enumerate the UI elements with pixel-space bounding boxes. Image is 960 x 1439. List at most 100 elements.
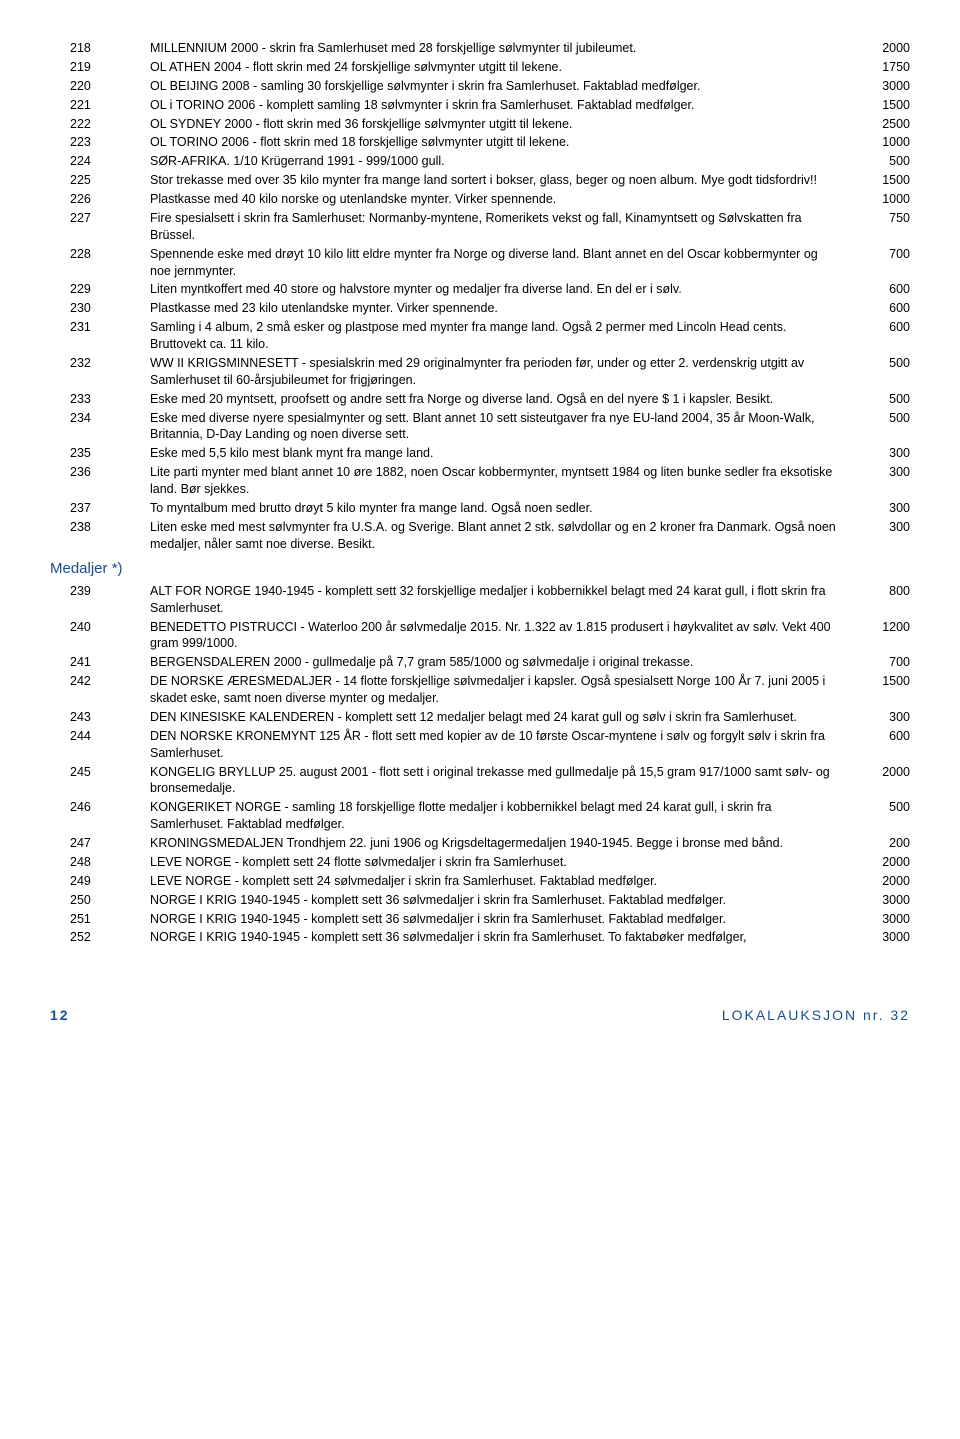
lot-description: SØR-AFRIKA. 1/10 Krügerrand 1991 - 999/1…: [150, 153, 850, 170]
lot-description: Spennende eske med drøyt 10 kilo litt el…: [150, 246, 850, 280]
lot-description: DEN KINESISKE KALENDEREN - komplett sett…: [150, 709, 850, 726]
lot-row: 248LEVE NORGE - komplett sett 24 flotte …: [50, 854, 910, 871]
lot-price: 600: [850, 319, 910, 353]
lot-description: BENEDETTO PISTRUCCI - Waterloo 200 år sø…: [150, 619, 850, 653]
lot-description: Eske med 20 myntsett, proofsett og andre…: [150, 391, 850, 408]
lot-price: 800: [850, 583, 910, 617]
lot-number: 219: [50, 59, 150, 76]
lot-row: 224SØR-AFRIKA. 1/10 Krügerrand 1991 - 99…: [50, 153, 910, 170]
lot-description: Eske med 5,5 kilo mest blank mynt fra ma…: [150, 445, 850, 462]
lot-row: 232WW II KRIGSMINNESETT - spesialskrin m…: [50, 355, 910, 389]
lot-number: 243: [50, 709, 150, 726]
lot-price: 300: [850, 445, 910, 462]
lot-row: 247KRONINGSMEDALJEN Trondhjem 22. juni 1…: [50, 835, 910, 852]
lot-row: 251NORGE I KRIG 1940-1945 - komplett set…: [50, 911, 910, 928]
lot-description: Samling i 4 album, 2 små esker og plastp…: [150, 319, 850, 353]
lot-price: 500: [850, 799, 910, 833]
lot-price: 2500: [850, 116, 910, 133]
lot-row: 239ALT FOR NORGE 1940-1945 - komplett se…: [50, 583, 910, 617]
lot-number: 228: [50, 246, 150, 280]
lot-row: 249LEVE NORGE - komplett sett 24 sølvmed…: [50, 873, 910, 890]
lot-price: 1000: [850, 134, 910, 151]
lot-number: 231: [50, 319, 150, 353]
lot-number: 226: [50, 191, 150, 208]
lot-price: 3000: [850, 929, 910, 946]
lot-row: 218MILLENNIUM 2000 - skrin fra Samlerhus…: [50, 40, 910, 57]
lot-price: 500: [850, 153, 910, 170]
lot-price: 300: [850, 500, 910, 517]
lot-price: 1000: [850, 191, 910, 208]
section-header: Medaljer *): [50, 559, 910, 579]
lot-row: 242DE NORSKE ÆRESMEDALJER - 14 flotte fo…: [50, 673, 910, 707]
lot-price: 300: [850, 709, 910, 726]
lot-row: 240BENEDETTO PISTRUCCI - Waterloo 200 år…: [50, 619, 910, 653]
lot-number: 224: [50, 153, 150, 170]
lot-number: 246: [50, 799, 150, 833]
lot-number: 249: [50, 873, 150, 890]
lot-number: 232: [50, 355, 150, 389]
lot-row: 222OL SYDNEY 2000 - flott skrin med 36 f…: [50, 116, 910, 133]
lot-number: 222: [50, 116, 150, 133]
lot-number: 220: [50, 78, 150, 95]
lot-row: 244DEN NORSKE KRONEMYNT 125 ÅR - flott s…: [50, 728, 910, 762]
lot-number: 244: [50, 728, 150, 762]
lot-row: 225Stor trekasse med over 35 kilo mynter…: [50, 172, 910, 189]
lot-number: 230: [50, 300, 150, 317]
lot-description: NORGE I KRIG 1940-1945 - komplett sett 3…: [150, 892, 850, 909]
lot-number: 225: [50, 172, 150, 189]
lot-row: 223OL TORINO 2006 - flott skrin med 18 f…: [50, 134, 910, 151]
lot-description: KONGELIG BRYLLUP 25. august 2001 - flott…: [150, 764, 850, 798]
lot-description: Plastkasse med 40 kilo norske og utenlan…: [150, 191, 850, 208]
lot-price: 600: [850, 300, 910, 317]
lot-description: KONGERIKET NORGE - samling 18 forskjelli…: [150, 799, 850, 833]
lot-price: 2000: [850, 854, 910, 871]
lot-description: OL i TORINO 2006 - komplett samling 18 s…: [150, 97, 850, 114]
lot-description: BERGENSDALEREN 2000 - gullmedalje på 7,7…: [150, 654, 850, 671]
lot-price: 1750: [850, 59, 910, 76]
lot-number: 242: [50, 673, 150, 707]
lot-number: 248: [50, 854, 150, 871]
lot-list-2: 239ALT FOR NORGE 1940-1945 - komplett se…: [50, 583, 910, 947]
lot-row: 238Liten eske med mest sølvmynter fra U.…: [50, 519, 910, 553]
lot-number: 252: [50, 929, 150, 946]
lot-price: 3000: [850, 78, 910, 95]
lot-price: 200: [850, 835, 910, 852]
lot-number: 247: [50, 835, 150, 852]
lot-number: 237: [50, 500, 150, 517]
lot-price: 3000: [850, 892, 910, 909]
page-number: 12: [50, 1006, 70, 1025]
lot-row: 230Plastkasse med 23 kilo utenlandske my…: [50, 300, 910, 317]
lot-price: 750: [850, 210, 910, 244]
lot-row: 236Lite parti mynter med blant annet 10 …: [50, 464, 910, 498]
lot-row: 250NORGE I KRIG 1940-1945 - komplett set…: [50, 892, 910, 909]
lot-description: MILLENNIUM 2000 - skrin fra Samlerhuset …: [150, 40, 850, 57]
lot-row: 229Liten myntkoffert med 40 store og hal…: [50, 281, 910, 298]
lot-number: 240: [50, 619, 150, 653]
lot-price: 300: [850, 464, 910, 498]
lot-description: OL TORINO 2006 - flott skrin med 18 fors…: [150, 134, 850, 151]
page-footer: 12 LOKALAUKSJON nr. 32: [50, 1006, 910, 1025]
lot-price: 700: [850, 246, 910, 280]
lot-description: NORGE I KRIG 1940-1945 - komplett sett 3…: [150, 911, 850, 928]
lot-description: LEVE NORGE - komplett sett 24 flotte søl…: [150, 854, 850, 871]
lot-row: 235Eske med 5,5 kilo mest blank mynt fra…: [50, 445, 910, 462]
lot-price: 2000: [850, 764, 910, 798]
lot-description: DEN NORSKE KRONEMYNT 125 ÅR - flott sett…: [150, 728, 850, 762]
lot-description: To myntalbum med brutto drøyt 5 kilo myn…: [150, 500, 850, 517]
lot-row: 241BERGENSDALEREN 2000 - gullmedalje på …: [50, 654, 910, 671]
lot-list-1: 218MILLENNIUM 2000 - skrin fra Samlerhus…: [50, 40, 910, 553]
lot-price: 500: [850, 355, 910, 389]
lot-description: OL ATHEN 2004 - flott skrin med 24 forsk…: [150, 59, 850, 76]
lot-row: 221OL i TORINO 2006 - komplett samling 1…: [50, 97, 910, 114]
lot-number: 223: [50, 134, 150, 151]
lot-number: 221: [50, 97, 150, 114]
lot-price: 1500: [850, 97, 910, 114]
lot-number: 245: [50, 764, 150, 798]
lot-number: 229: [50, 281, 150, 298]
lot-description: Fire spesialsett i skrin fra Samlerhuset…: [150, 210, 850, 244]
lot-number: 236: [50, 464, 150, 498]
lot-row: 219OL ATHEN 2004 - flott skrin med 24 fo…: [50, 59, 910, 76]
lot-price: 600: [850, 728, 910, 762]
lot-price: 700: [850, 654, 910, 671]
lot-price: 2000: [850, 40, 910, 57]
